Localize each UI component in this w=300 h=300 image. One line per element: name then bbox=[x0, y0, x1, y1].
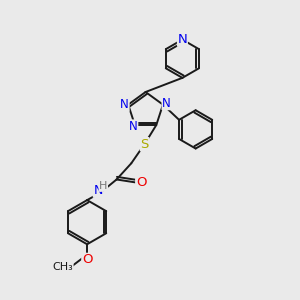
Text: O: O bbox=[136, 176, 146, 189]
Text: S: S bbox=[140, 138, 149, 151]
Text: N: N bbox=[120, 98, 129, 111]
Text: N: N bbox=[129, 120, 138, 133]
Text: N: N bbox=[162, 97, 171, 110]
Text: O: O bbox=[82, 254, 92, 266]
Text: CH₃: CH₃ bbox=[52, 262, 73, 272]
Text: N: N bbox=[93, 184, 103, 197]
Text: H: H bbox=[99, 181, 107, 191]
Text: N: N bbox=[178, 33, 187, 46]
